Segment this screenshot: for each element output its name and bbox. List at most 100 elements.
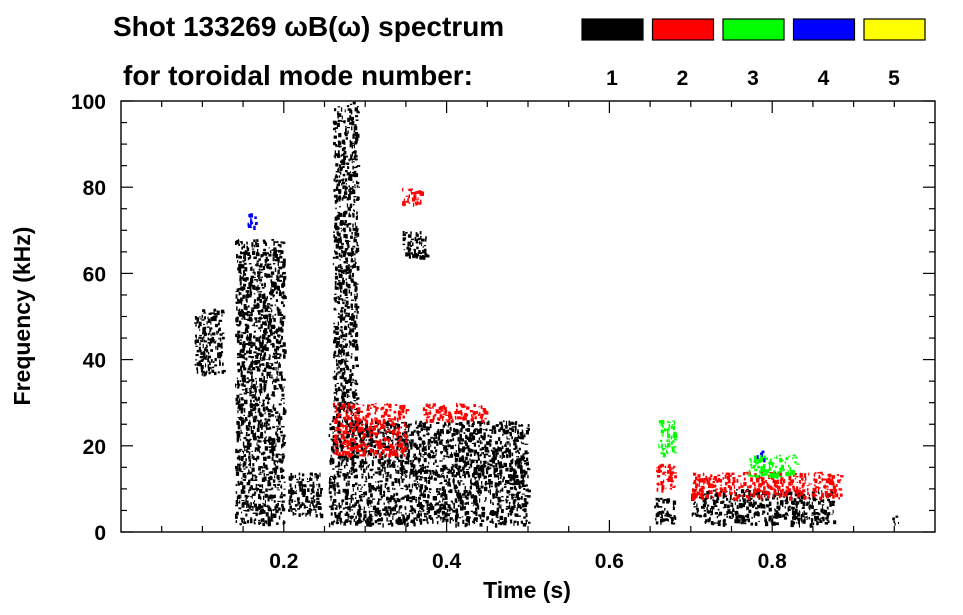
spectral-speck xyxy=(269,291,272,295)
spectral-speck xyxy=(268,446,272,448)
spectral-speck xyxy=(355,307,358,311)
spectral-speck xyxy=(465,461,469,465)
spectral-speck xyxy=(262,356,266,361)
spectral-speck xyxy=(267,505,271,507)
spectral-speck xyxy=(240,432,244,434)
spectral-speck xyxy=(343,233,347,238)
spectral-speck xyxy=(725,490,728,492)
spectral-speck xyxy=(346,423,349,425)
spectral-speck xyxy=(419,231,422,235)
spectral-speck xyxy=(426,465,429,468)
spectral-speck xyxy=(266,342,268,344)
spectral-speck xyxy=(309,472,313,476)
spectral-speck xyxy=(331,521,334,525)
spectral-speck xyxy=(711,509,713,512)
spectral-speck xyxy=(308,507,311,512)
spectral-speck xyxy=(423,471,426,474)
spectral-speck xyxy=(268,358,271,361)
spectral-speck xyxy=(282,436,285,439)
spectral-speck xyxy=(454,452,458,457)
spectral-speck xyxy=(369,468,373,472)
spectral-speck xyxy=(355,119,359,121)
spectral-speck xyxy=(374,420,378,425)
spectral-speck xyxy=(275,443,277,447)
spectral-speck xyxy=(333,128,336,131)
spectral-speck xyxy=(363,510,367,514)
spectral-speck xyxy=(340,440,342,443)
spectral-speck xyxy=(451,433,454,438)
spectral-speck xyxy=(250,517,253,519)
spectral-speck xyxy=(272,454,274,457)
spectral-speck xyxy=(244,509,248,512)
spectral-speck xyxy=(240,494,242,499)
spectral-speck xyxy=(355,364,359,368)
spectral-speck xyxy=(349,103,353,106)
spectral-speck xyxy=(776,505,780,510)
spectral-speck xyxy=(424,448,427,451)
spectral-speck xyxy=(483,514,485,518)
spectral-speck xyxy=(354,454,357,458)
spectral-speck xyxy=(350,401,352,403)
spectral-speck xyxy=(349,115,352,119)
spectral-speck xyxy=(453,469,455,474)
spectral-speck xyxy=(262,252,266,256)
spectral-speck xyxy=(272,451,274,454)
spectral-speck xyxy=(419,449,421,454)
spectral-speck xyxy=(482,438,486,441)
spectral-speck xyxy=(444,501,448,505)
spectral-speck xyxy=(333,330,336,333)
spectral-speck xyxy=(774,512,777,516)
spectral-speck xyxy=(404,449,407,452)
spectral-speck xyxy=(253,522,256,525)
spectral-speck xyxy=(197,325,200,329)
spectral-speck xyxy=(527,424,530,427)
spectral-speck xyxy=(266,331,269,334)
spectral-speck xyxy=(239,350,242,354)
spectral-speck xyxy=(507,449,511,452)
spectral-speck xyxy=(521,424,523,427)
spectral-speck xyxy=(343,389,345,391)
spectral-speck xyxy=(357,431,360,436)
spectral-speck xyxy=(271,281,275,284)
spectral-speck xyxy=(253,293,256,295)
spectral-speck xyxy=(352,364,355,369)
spectral-speck xyxy=(272,509,275,511)
spectral-speck xyxy=(256,427,260,432)
spectral-speck xyxy=(349,430,351,434)
spectral-speck xyxy=(249,363,253,368)
spectral-speck xyxy=(784,506,786,509)
spectral-speck xyxy=(503,451,507,454)
spectral-speck xyxy=(503,462,506,468)
spectral-speck xyxy=(345,511,349,515)
spectral-speck xyxy=(355,482,358,486)
legend-label-1: 1 xyxy=(606,67,618,90)
spectral-speck xyxy=(660,516,663,519)
spectral-speck xyxy=(207,364,210,369)
spectral-speck xyxy=(498,437,501,442)
spectral-speck xyxy=(497,475,499,480)
spectral-speck xyxy=(275,503,278,508)
spectral-speck xyxy=(363,442,365,444)
spectral-speck xyxy=(435,469,438,473)
spectral-speck xyxy=(524,503,528,508)
spectral-speck xyxy=(236,395,240,399)
spectral-speck xyxy=(395,470,397,474)
spectral-speck xyxy=(372,498,376,500)
spectral-speck xyxy=(333,307,336,311)
spectral-speck xyxy=(280,320,285,325)
spectral-speck xyxy=(258,339,261,344)
spectral-speck xyxy=(257,287,261,290)
spectral-speck xyxy=(265,364,269,369)
spectral-speck xyxy=(356,314,358,320)
spectral-speck xyxy=(334,127,338,129)
spectral-speck xyxy=(264,384,267,386)
spectral-speck xyxy=(350,177,353,181)
spectral-speck xyxy=(329,478,332,481)
spectral-speck xyxy=(263,390,266,393)
spectral-speck xyxy=(398,459,401,462)
spectral-speck xyxy=(478,494,481,496)
spectral-speck xyxy=(345,462,348,466)
spectral-speck xyxy=(463,432,466,434)
spectral-speck xyxy=(336,471,338,473)
